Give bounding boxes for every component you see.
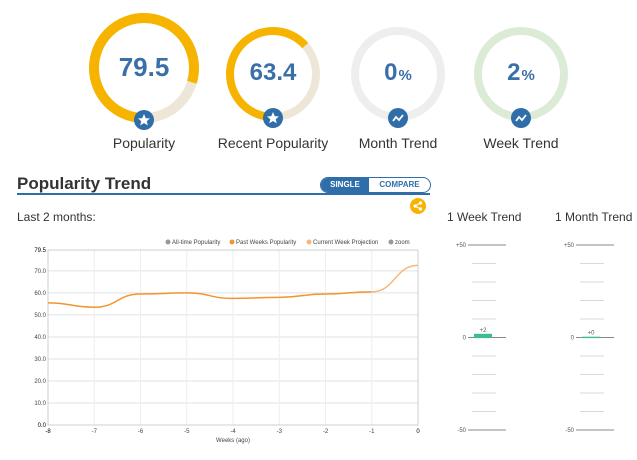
mini-value-label: +0: [588, 331, 596, 337]
legend-marker: [306, 239, 312, 245]
gauge-value: 0%: [384, 59, 412, 86]
star-icon: [134, 110, 154, 130]
mini-mid-label: 0: [463, 336, 467, 342]
mini-mid-label: 0: [571, 336, 575, 342]
mini-bottom-label: -50: [565, 428, 574, 434]
x-tick-label: -4: [230, 429, 236, 435]
y-tick-label: 20.0: [34, 379, 46, 385]
gauge-popularity: 79.5: [88, 12, 200, 130]
trend-icon: [511, 108, 531, 128]
month-trend-chart: +50 0 -50 +0: [548, 236, 628, 436]
gauge-recent-popularity: 63.4: [226, 27, 320, 128]
x-tick-label: -3: [277, 429, 283, 435]
week-trend-title: 1 Week Trend: [447, 210, 522, 224]
week-trend-chart: +50 0 -50 +2: [440, 236, 520, 436]
legend-item: Past Weeks Popularity: [236, 240, 296, 246]
x-tick-label: -1: [369, 429, 375, 435]
legend-marker: [388, 239, 394, 245]
y-tick-label: 40.0: [34, 335, 46, 341]
section-title: Popularity Trend: [17, 174, 152, 193]
series-line: [47, 291, 372, 308]
legend-marker: [165, 239, 171, 245]
x-tick-label: -8: [45, 429, 51, 435]
gauge-label: Week Trend: [483, 135, 559, 151]
popularity-line-chart: 0.0 10.0 20.0 30.0 40.0 50.0 60.0 70.0 79.5 -8 -7 -…: [34, 239, 420, 444]
y-tick-label: 79.5: [34, 248, 46, 254]
mini-value-label: +2: [480, 328, 488, 334]
mini-value-bar: [582, 336, 600, 339]
compare-toggle-button[interactable]: COMPARE: [379, 180, 420, 189]
gauge-label: Recent Popularity: [217, 135, 329, 151]
series-line: [371, 264, 419, 293]
gauge-value: 63.4: [249, 59, 297, 86]
legend-item: zoom: [395, 240, 410, 246]
plot-frame: [47, 249, 419, 426]
x-tick-label: 0: [416, 429, 420, 435]
y-tick-label: 50.0: [34, 313, 46, 319]
gauge-value: 79.5: [118, 52, 170, 82]
divider: [17, 193, 430, 195]
star-icon: [263, 108, 283, 128]
gauge-label: Popularity: [112, 135, 176, 151]
y-tick-label: 70.0: [34, 269, 46, 275]
y-tick-label: 10.0: [34, 401, 46, 407]
x-tick-label: -7: [92, 429, 98, 435]
legend-marker: [229, 239, 235, 245]
mini-trend-svg: +50 0 -50 +2: [456, 243, 506, 434]
y-tick-label: 0.0: [38, 423, 47, 429]
x-axis-label: Weeks (ago): [216, 438, 250, 444]
x-tick-label: -2: [323, 429, 329, 435]
gauge-week-trend: 2%: [474, 27, 568, 128]
x-tick-label: -6: [138, 429, 144, 435]
share-button[interactable]: [410, 198, 426, 214]
single-toggle-button[interactable]: SINGLE: [321, 178, 369, 192]
view-toggle: SINGLE COMPARE: [320, 177, 431, 193]
y-tick-label: 30.0: [34, 357, 46, 363]
legend-item: Current Week Projection: [313, 240, 378, 246]
share-icon: [413, 201, 423, 211]
month-trend-title: 1 Month Trend: [555, 210, 633, 224]
range-label: Last 2 months:: [17, 210, 96, 224]
mini-value-bar: [474, 333, 492, 339]
mini-top-label: +50: [564, 243, 575, 249]
mini-bottom-label: -50: [457, 428, 466, 434]
y-tick-label: 60.0: [34, 291, 46, 297]
gauge-label: Month Trend: [358, 135, 438, 151]
legend-item: All-time Popularity: [172, 240, 220, 246]
mini-trend-svg: +50 0 -50 +0: [564, 243, 614, 434]
x-tick-label: -5: [184, 429, 190, 435]
mini-top-label: +50: [456, 243, 467, 249]
gauge-value: 2%: [507, 59, 535, 86]
trend-icon: [388, 108, 408, 128]
gauge-month-trend: 0%: [351, 27, 445, 128]
